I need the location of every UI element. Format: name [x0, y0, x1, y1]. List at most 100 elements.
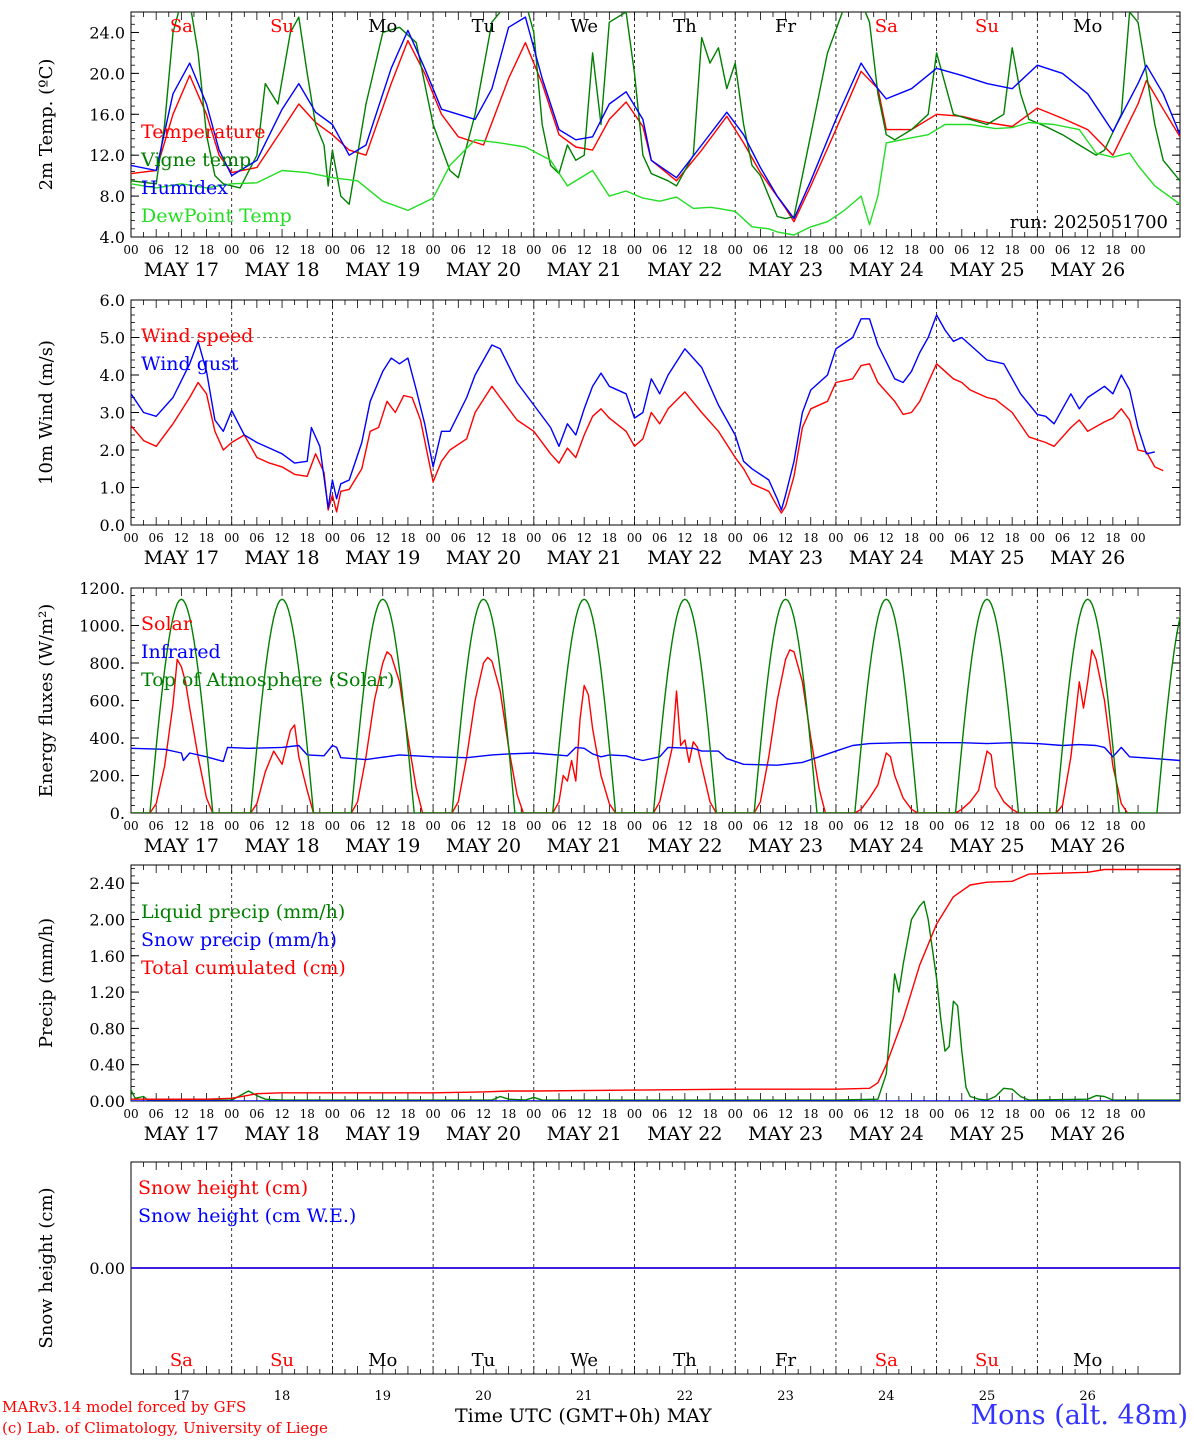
date-label: MAY 20 [446, 259, 521, 281]
y-tick-label: 800. [89, 654, 125, 673]
hour-tick-label: 18 [904, 243, 919, 257]
y-tick-label: 0.0 [100, 516, 125, 535]
hour-tick-label: 00 [123, 1107, 138, 1121]
hour-tick-label: 00 [828, 531, 843, 545]
hour-tick-label: 12 [577, 531, 592, 545]
date-label: MAY 24 [849, 259, 924, 281]
hour-tick-label: 00 [929, 531, 944, 545]
station-name: Mons (alt. 48m) [970, 1400, 1188, 1431]
legend-entry: Infrared [141, 641, 221, 663]
hour-tick-label: 12 [476, 819, 491, 833]
hour-tick-label: 00 [828, 243, 843, 257]
hour-tick-label: 06 [652, 531, 667, 545]
hour-tick-label: 06 [350, 531, 365, 545]
y-axis-label: Precip (mm/h) [36, 918, 57, 1048]
date-label: MAY 25 [949, 547, 1024, 569]
y-tick-label: 600. [89, 692, 125, 711]
hour-tick-label: 12 [879, 243, 894, 257]
hour-tick-label: 00 [1030, 531, 1045, 545]
day-of-week-label: Tu [472, 1350, 496, 1371]
day-number-label: 23 [777, 1389, 794, 1404]
hour-tick-label: 00 [1130, 531, 1145, 545]
hour-tick-label: 18 [199, 1107, 214, 1121]
y-tick-label: 8.0 [100, 187, 125, 206]
hour-tick-label: 12 [979, 531, 994, 545]
y-tick-label: 0.40 [89, 1056, 125, 1075]
y-tick-label: 1200. [79, 579, 125, 598]
legend-entry: Wind speed [141, 325, 253, 347]
date-label: MAY 20 [446, 1123, 521, 1145]
day-number-label: 24 [878, 1389, 895, 1404]
date-label: MAY 17 [144, 1123, 219, 1145]
y-tick-label: 0. [110, 804, 125, 823]
hour-tick-label: 18 [400, 531, 415, 545]
hour-tick-label: 12 [677, 1107, 692, 1121]
legend-entry: Top of Atmosphere (Solar) [141, 669, 394, 691]
hour-tick-label: 18 [1105, 819, 1120, 833]
legend-entry: DewPoint Temp [141, 205, 292, 227]
hour-tick-label: 06 [753, 243, 768, 257]
date-label: MAY 24 [849, 1123, 924, 1145]
y-tick-label: 4.0 [100, 228, 125, 247]
hour-tick-label: 06 [249, 531, 264, 545]
date-label: MAY 26 [1050, 547, 1125, 569]
hour-tick-label: 12 [174, 819, 189, 833]
panel-4: 0.00 0.40 0.80 1.20 1.60 2.00 2.40 Precip (mm/h… [36, 864, 1181, 1145]
hour-tick-label: 12 [577, 243, 592, 257]
day-number-label: 20 [475, 1389, 492, 1404]
date-label: MAY 19 [345, 835, 420, 857]
date-label: MAY 22 [647, 259, 722, 281]
day-of-week-label: Th [673, 1350, 697, 1371]
hour-tick-label: 12 [174, 243, 189, 257]
y-axis-label: 10m Wind (m/s) [36, 340, 57, 485]
model-credit: MARv3.14 model forced by GFS [2, 1398, 247, 1416]
day-of-week-label: Su [975, 1350, 999, 1371]
hour-tick-label: 06 [652, 243, 667, 257]
date-label: MAY 19 [345, 259, 420, 281]
hour-tick-label: 12 [879, 1107, 894, 1121]
hour-tick-label: 18 [602, 531, 617, 545]
hour-tick-label: 06 [249, 819, 264, 833]
hour-tick-label: 18 [300, 243, 315, 257]
hour-tick-label: 00 [425, 243, 440, 257]
day-of-week-label: Sa [875, 1350, 898, 1371]
hour-tick-label: 06 [551, 1107, 566, 1121]
date-label: MAY 17 [144, 259, 219, 281]
hour-tick-label: 12 [778, 243, 793, 257]
hour-tick-label: 00 [526, 819, 541, 833]
date-label: MAY 21 [547, 1123, 622, 1145]
hour-tick-label: 12 [274, 1107, 289, 1121]
hour-tick-label: 06 [1055, 243, 1070, 257]
hour-tick-label: 18 [501, 531, 516, 545]
hour-tick-label: 00 [627, 243, 642, 257]
hour-tick-label: 00 [1130, 1107, 1145, 1121]
hour-tick-label: 06 [451, 243, 466, 257]
hour-tick-label: 18 [199, 243, 214, 257]
date-label: MAY 19 [345, 1123, 420, 1145]
day-of-week-label: We [570, 16, 598, 37]
hour-tick-label: 00 [828, 1107, 843, 1121]
y-tick-label: 2.0 [100, 441, 125, 460]
hour-tick-label: 06 [753, 819, 768, 833]
day-of-week-label: Sa [170, 16, 193, 37]
day-of-week-label: Th [673, 16, 697, 37]
legend-entry: Snow precip (mm/h) [141, 929, 337, 951]
hour-tick-label: 12 [577, 1107, 592, 1121]
hour-tick-label: 18 [702, 243, 717, 257]
day-number-label: 19 [374, 1389, 391, 1404]
run-label: run: 2025051700 [1010, 212, 1168, 233]
hour-tick-label: 12 [1080, 1107, 1095, 1121]
series-line [131, 39, 1180, 223]
day-number-label: 17 [173, 1389, 190, 1404]
day-of-week-label: We [570, 1350, 598, 1371]
panel-5: 0.00 Snow height (cm) Snow height (cm) Snow… [36, 1161, 1181, 1404]
hour-tick-label: 12 [1080, 531, 1095, 545]
hour-tick-label: 00 [526, 1107, 541, 1121]
series-line [131, 868, 1180, 1100]
lab-credit: (c) Lab. of Climatology, University of L… [2, 1419, 328, 1437]
y-tick-label: 0.00 [89, 1092, 125, 1111]
day-of-week-label: Sa [170, 1350, 193, 1371]
hour-tick-label: 18 [1005, 531, 1020, 545]
series-group [131, 314, 1164, 514]
legend-entry: Temperature [141, 121, 265, 143]
